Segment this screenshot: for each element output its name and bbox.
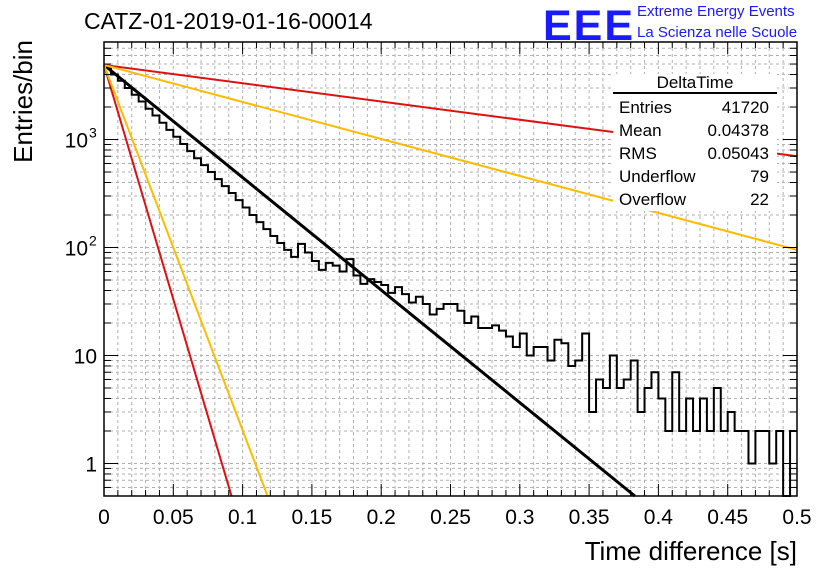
stats-title: DeltaTime xyxy=(613,74,777,94)
x-tick-label: 0 xyxy=(98,506,110,529)
x-tick-label: 0.1 xyxy=(228,506,257,529)
stats-value: 0.05043 xyxy=(707,144,769,163)
stats-value: 22 xyxy=(750,190,769,209)
x-axis-title: Time difference [s] xyxy=(585,536,797,566)
x-tick-label: 0.15 xyxy=(291,506,332,529)
y-tick-label: 1 xyxy=(85,453,97,476)
stats-value: 0.04378 xyxy=(707,121,769,140)
x-tick-label: 0.35 xyxy=(569,506,610,529)
x-tick-label: 0.2 xyxy=(367,506,396,529)
x-tick-label: 0.25 xyxy=(430,506,471,529)
exponential-line-3 xyxy=(103,64,798,251)
x-tick-label: 0.45 xyxy=(707,506,748,529)
stats-label: Underflow xyxy=(619,167,696,186)
stats-row-entries: Entries 41720 xyxy=(613,96,777,119)
y-tick-label: 10 xyxy=(65,130,88,153)
logo-line-2: La Scienza nelle Scuole xyxy=(637,24,798,41)
stats-row-rms: RMS 0.05043 xyxy=(613,142,777,165)
y-tick-label-exponent: 2 xyxy=(89,233,97,249)
y-tick-label-exponent: 3 xyxy=(89,125,97,141)
eee-logo: EEE xyxy=(543,2,636,50)
stats-label: Overflow xyxy=(619,190,687,209)
stats-label: Mean xyxy=(619,121,662,140)
exponential-line-1 xyxy=(103,63,636,498)
stats-value: 79 xyxy=(750,167,769,186)
x-tick-label: 0.3 xyxy=(505,506,534,529)
y-axis-title: Entries/bin xyxy=(8,40,38,163)
stats-box: DeltaTime Entries 41720 Mean 0.04378 RMS… xyxy=(613,74,777,211)
stats-row-underflow: Underflow 79 xyxy=(613,165,777,188)
y-tick-label: 10 xyxy=(74,346,97,369)
stats-row-mean: Mean 0.04378 xyxy=(613,119,777,142)
x-tick-label: 0.05 xyxy=(153,506,194,529)
y-tick-label: 10 xyxy=(65,238,88,261)
histogram-series xyxy=(104,65,797,497)
exponential-line-4 xyxy=(103,64,233,497)
chart-title: CATZ-01-2019-01-16-00014 xyxy=(84,8,373,34)
logo-line-1: Extreme Energy Events xyxy=(637,3,795,20)
stats-value: 41720 xyxy=(721,98,769,117)
x-tick-label: 0.5 xyxy=(782,506,811,529)
stats-label: Entries xyxy=(619,98,672,117)
stats-label: RMS xyxy=(619,144,657,163)
stats-row-overflow: Overflow 22 xyxy=(613,188,777,211)
x-tick-label: 0.4 xyxy=(644,506,674,529)
exponential-line-5 xyxy=(103,64,269,497)
